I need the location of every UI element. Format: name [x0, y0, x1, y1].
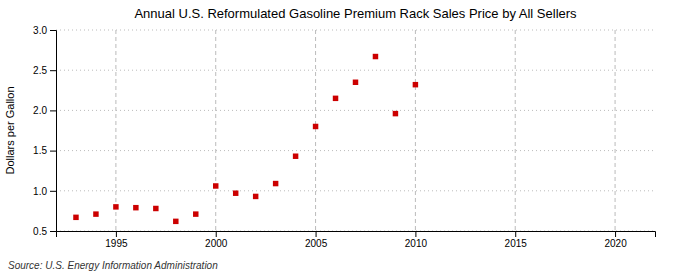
y-tick: 2.5	[33, 65, 56, 76]
point	[253, 194, 258, 199]
x-axis: 1995 2000 2005 2010 2015 2020	[57, 231, 656, 249]
grid-line-x	[315, 30, 316, 231]
point	[173, 219, 178, 224]
grid	[56, 30, 655, 231]
y-tick-mark	[50, 191, 56, 192]
x-tick: 1995	[105, 231, 128, 249]
x-tick: 2020	[604, 231, 627, 249]
point	[313, 124, 318, 129]
y-tick-label: 1.5	[33, 145, 47, 156]
y-tick-mark	[50, 110, 56, 111]
y-tick-mark	[50, 151, 56, 152]
x-tick-mark	[216, 231, 217, 237]
x-tick: 2000	[205, 231, 228, 249]
point	[73, 215, 78, 220]
x-tick-label: 2010	[405, 238, 428, 249]
source-note: Source: U.S. Energy Information Administ…	[8, 260, 218, 271]
plot: 1995 2000 2005 2010 2015 2020 0.5 1.0 1.5 2.0 2.5 3…	[33, 25, 655, 249]
y-tick-mark	[50, 231, 56, 232]
point	[373, 54, 378, 59]
grid-line-x	[115, 30, 116, 231]
grid-line-y	[56, 30, 655, 31]
grid-line-y	[56, 110, 655, 111]
x-tick-label: 2015	[505, 238, 528, 249]
grid-line-x	[615, 30, 616, 231]
point	[193, 211, 198, 216]
grid-line-y	[56, 70, 655, 71]
y-tick-label: 0.5	[33, 226, 47, 237]
y-axis-label: Dollars per Gallon	[4, 86, 16, 174]
point	[273, 181, 278, 186]
x-tick-label: 2005	[305, 238, 328, 249]
grid-line-y	[56, 190, 655, 191]
point	[393, 111, 398, 116]
x-tick-mark	[415, 231, 416, 237]
y-tick-label: 2.0	[33, 105, 47, 116]
x-tick-mark	[316, 231, 317, 237]
grid-line-y	[56, 150, 655, 151]
grid-line-x	[215, 30, 216, 231]
y-tick-mark	[50, 30, 56, 31]
point	[133, 205, 138, 210]
y-tick: 1.5	[33, 145, 56, 156]
point	[113, 204, 118, 209]
x-tick-mark	[116, 231, 117, 237]
y-tick-mark	[50, 70, 56, 71]
y-tick: 1.0	[33, 186, 56, 197]
x-tick-label: 1995	[105, 238, 128, 249]
y-tick-label: 1.0	[33, 186, 47, 197]
point	[413, 82, 418, 87]
x-tick: 2005	[305, 231, 328, 249]
chart-container: 1995 2000 2005 2010 2015 2020 0.5 1.0 1.5 2.0 2.5 3…	[0, 0, 675, 275]
point	[353, 80, 358, 85]
x-tick-mark	[615, 231, 616, 237]
point	[333, 96, 338, 101]
y-axis: 0.5 1.0 1.5 2.0 2.5 3.0	[33, 25, 56, 237]
y-tick-label: 2.5	[33, 65, 47, 76]
y-axis-line	[50, 31, 57, 232]
point	[213, 183, 218, 188]
x-tick-label: 2000	[205, 238, 228, 249]
x-tick-label: 2020	[604, 238, 627, 249]
marks	[73, 54, 418, 224]
grid-line-x	[415, 30, 416, 231]
y-tick-label: 3.0	[33, 25, 47, 36]
x-tick: 2010	[405, 231, 428, 249]
x-tick: 2015	[505, 231, 528, 249]
y-tick: 2.0	[33, 105, 56, 116]
point	[153, 206, 158, 211]
point	[233, 190, 238, 195]
y-tick: 3.0	[33, 25, 56, 36]
chart: 1995 2000 2005 2010 2015 2020 0.5 1.0 1.5 2.0 2.5 3…	[0, 0, 675, 275]
x-tick-mark	[515, 231, 516, 237]
point	[293, 153, 298, 158]
y-tick: 0.5	[33, 226, 56, 237]
x-axis-line	[57, 232, 656, 238]
point	[93, 211, 98, 216]
grid-line-x	[515, 30, 516, 231]
title: Annual U.S. Reformulated Gasoline Premiu…	[134, 6, 577, 21]
